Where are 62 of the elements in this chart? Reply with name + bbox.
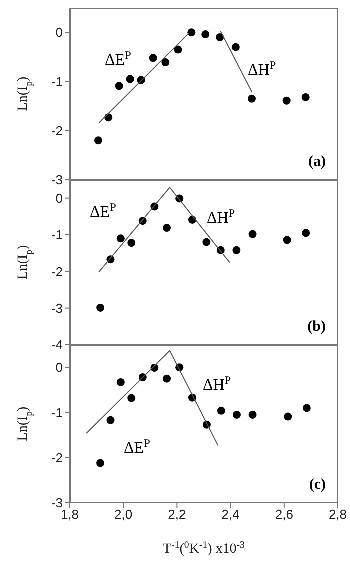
point	[128, 394, 136, 402]
point	[163, 374, 172, 383]
point	[232, 43, 240, 52]
y-tick-label: -3	[51, 300, 63, 316]
y-tick-label: -2	[51, 123, 63, 138]
point	[106, 416, 115, 424]
point	[126, 75, 134, 84]
annotation: ΔE$^{P}$	[105, 50, 132, 69]
annotation: (a)	[308, 154, 326, 170]
point	[188, 28, 196, 37]
y-tick-label: -2	[51, 264, 63, 280]
annotation: ΔE$^{P}$	[90, 202, 116, 221]
x-tick-label: 1,8	[60, 507, 80, 522]
x-tick-label: 2,8	[328, 507, 348, 522]
point	[217, 406, 226, 415]
y-tick-label: 0	[56, 190, 63, 206]
y-tick-label: -4	[51, 338, 63, 353]
point	[96, 304, 105, 312]
point	[128, 239, 136, 248]
point	[174, 46, 182, 54]
y-tick-label: -1	[51, 405, 63, 420]
point	[232, 246, 241, 254]
x-axis-title: T$^{-1}$($^{0}$K$^{-1}$) x10$^{-3}$	[163, 540, 246, 557]
point	[302, 229, 310, 238]
y-tick-label: -3	[51, 496, 63, 511]
annotation: ΔH$^{P}$	[207, 208, 236, 227]
y-tick-label: -3	[51, 172, 63, 188]
point	[248, 230, 257, 238]
point	[202, 238, 211, 246]
annotation: (c)	[309, 477, 326, 493]
y-tick-label: -2	[51, 450, 63, 466]
point	[116, 234, 125, 243]
point	[104, 114, 113, 122]
point	[284, 412, 292, 421]
x-tick-label: 2,4	[222, 507, 240, 522]
annotation: (b)	[308, 319, 326, 335]
point	[248, 94, 256, 103]
point	[149, 54, 158, 62]
y-tick-label: -1	[51, 228, 63, 243]
point	[216, 33, 224, 42]
point	[202, 30, 210, 39]
point	[248, 410, 257, 419]
point	[282, 96, 291, 105]
point	[302, 404, 311, 412]
y-tick-label: 0	[56, 360, 63, 376]
annotation: ΔE$^{P}$	[124, 438, 150, 457]
point	[116, 378, 125, 386]
point	[162, 58, 170, 67]
point	[96, 459, 105, 468]
x-tick-label: 2,0	[114, 507, 133, 522]
annotation: ΔH$^{P}$	[248, 60, 276, 79]
x-tick-label: 2,6	[275, 507, 294, 522]
point	[163, 224, 172, 232]
x-tick-label: 2,2	[168, 507, 186, 522]
y-tick-label: -1	[51, 74, 63, 90]
point	[302, 93, 310, 102]
point	[283, 236, 292, 244]
annotation: ΔH$^{P}$	[203, 375, 232, 394]
y-tick-label: 0	[56, 25, 63, 40]
point	[94, 136, 102, 145]
point	[232, 410, 241, 419]
point	[115, 82, 124, 90]
